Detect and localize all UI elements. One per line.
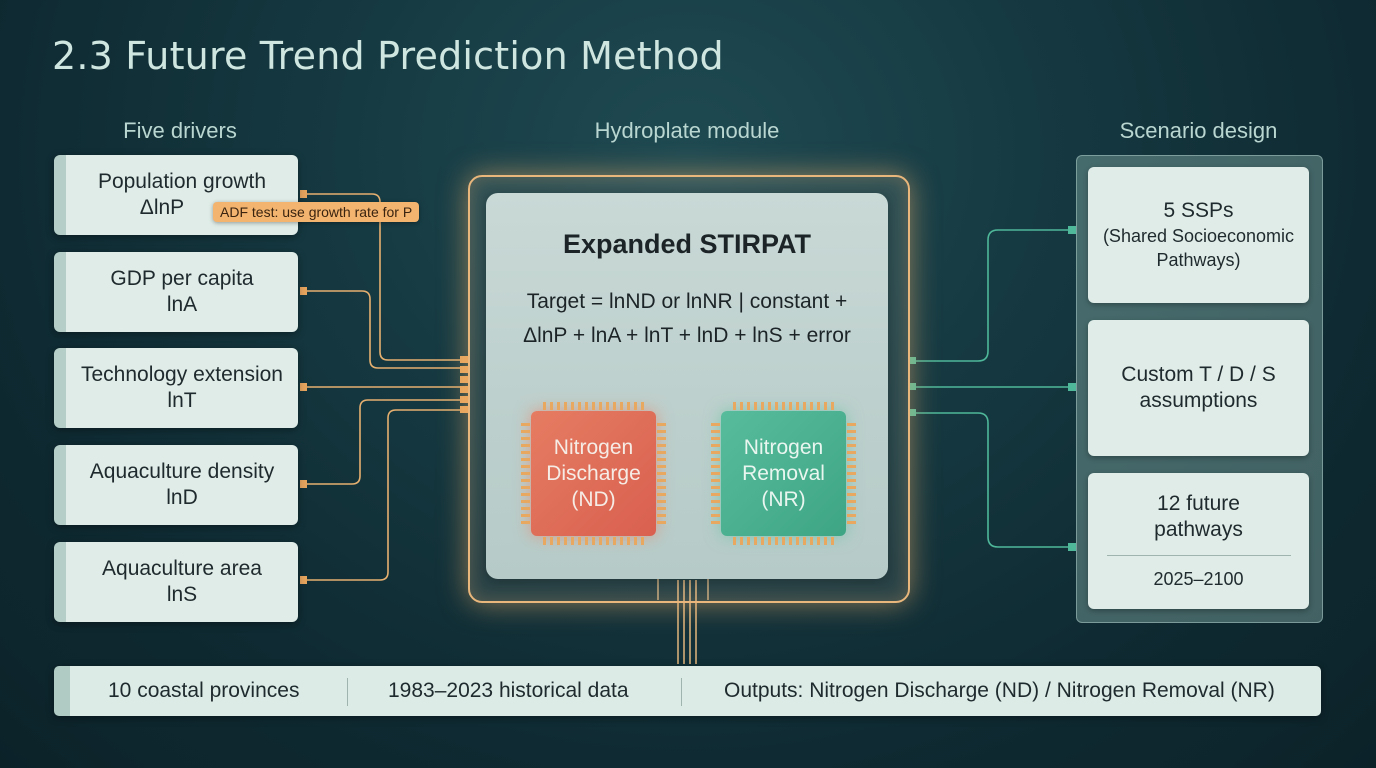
driver-gdp-per-capita: GDP per capita lnA xyxy=(54,252,298,332)
driver-population-growth: Population growth ΔlnP xyxy=(54,155,298,235)
scenario-years: 2025–2100 xyxy=(1153,568,1244,589)
footer-provinces: 10 coastal provinces xyxy=(108,679,300,702)
driver-variable: lnD xyxy=(166,486,198,509)
driver-label: Technology extension xyxy=(81,363,283,386)
scenario-subtitle: (Shared Socioeconomic Pathways) xyxy=(1102,226,1295,270)
footer-historical-data: 1983–2023 historical data xyxy=(388,679,629,702)
footer-outputs: Outputs: Nitrogen Discharge (ND) / Nitro… xyxy=(724,679,1275,702)
scenario-title: Custom T / D / S assumptions xyxy=(1121,363,1276,412)
formula-line-1: Target = lnND or lnNR | constant + xyxy=(526,290,848,313)
scenario-custom-assumptions: Custom T / D / S assumptions xyxy=(1088,320,1309,456)
driver-aquaculture-area: Aquaculture area lnS xyxy=(54,542,298,622)
column-title-scenarios: Scenario design xyxy=(1119,118,1278,143)
wire-driver-5 xyxy=(306,409,462,581)
formula-line-2: ΔlnP + lnA + lnT + lnD + lnS + error xyxy=(523,324,851,347)
wire-scenario-1 xyxy=(914,229,1072,362)
driver-label: Aquaculture area xyxy=(102,557,262,580)
driver-label: GDP per capita xyxy=(110,267,254,290)
chip-label-line1: Nitrogen xyxy=(553,435,634,459)
adf-test-tooltip: ADF test: use growth rate for P xyxy=(213,202,420,222)
column-title-drivers: Five drivers xyxy=(123,118,237,143)
chip-label-line2: Discharge xyxy=(546,461,641,485)
chip-label-line3: (NR) xyxy=(761,487,806,511)
driver-label: Population growth xyxy=(97,170,267,193)
page-title: 2.3 Future Trend Prediction Method xyxy=(52,34,724,78)
scenario-future-pathways: 12 future pathways 2025–2100 xyxy=(1088,473,1309,609)
driver-variable: ΔlnP xyxy=(139,196,185,219)
wire-driver-2 xyxy=(306,290,462,369)
chip-label-line2: Removal xyxy=(742,461,825,485)
chip-nitrogen-removal: Nitrogen Removal (NR) xyxy=(711,402,856,545)
column-title-module: Hydroplate module xyxy=(594,118,780,143)
chip-label-line1: Nitrogen xyxy=(743,435,824,459)
driver-aquaculture-density: Aquaculture density lnD xyxy=(54,445,298,525)
footer-divider xyxy=(681,678,682,706)
module-heading: Expanded STIRPAT xyxy=(562,229,812,259)
divider-line xyxy=(1106,554,1291,556)
wire-scenario-3 xyxy=(914,412,1072,548)
chip-nitrogen-discharge: Nitrogen Discharge (ND) xyxy=(521,402,666,545)
driver-variable: lnT xyxy=(167,389,197,412)
scenario-title: 12 future pathways xyxy=(1154,491,1243,541)
driver-label: Aquaculture density xyxy=(89,460,275,483)
scenario-title: 5 SSPs xyxy=(1163,199,1234,222)
scenario-ssps: 5 SSPs (Shared Socioeconomic Pathways) xyxy=(1088,167,1309,303)
driver-variable: lnS xyxy=(166,583,198,606)
driver-technology-extension: Technology extension lnT xyxy=(54,348,298,428)
footer-divider xyxy=(347,678,348,706)
driver-variable: lnA xyxy=(166,293,198,316)
chip-label-line3: (ND) xyxy=(571,487,616,511)
wire-driver-4 xyxy=(306,399,462,485)
data-footer-bar: 10 coastal provinces 1983–2023 historica… xyxy=(54,666,1321,716)
